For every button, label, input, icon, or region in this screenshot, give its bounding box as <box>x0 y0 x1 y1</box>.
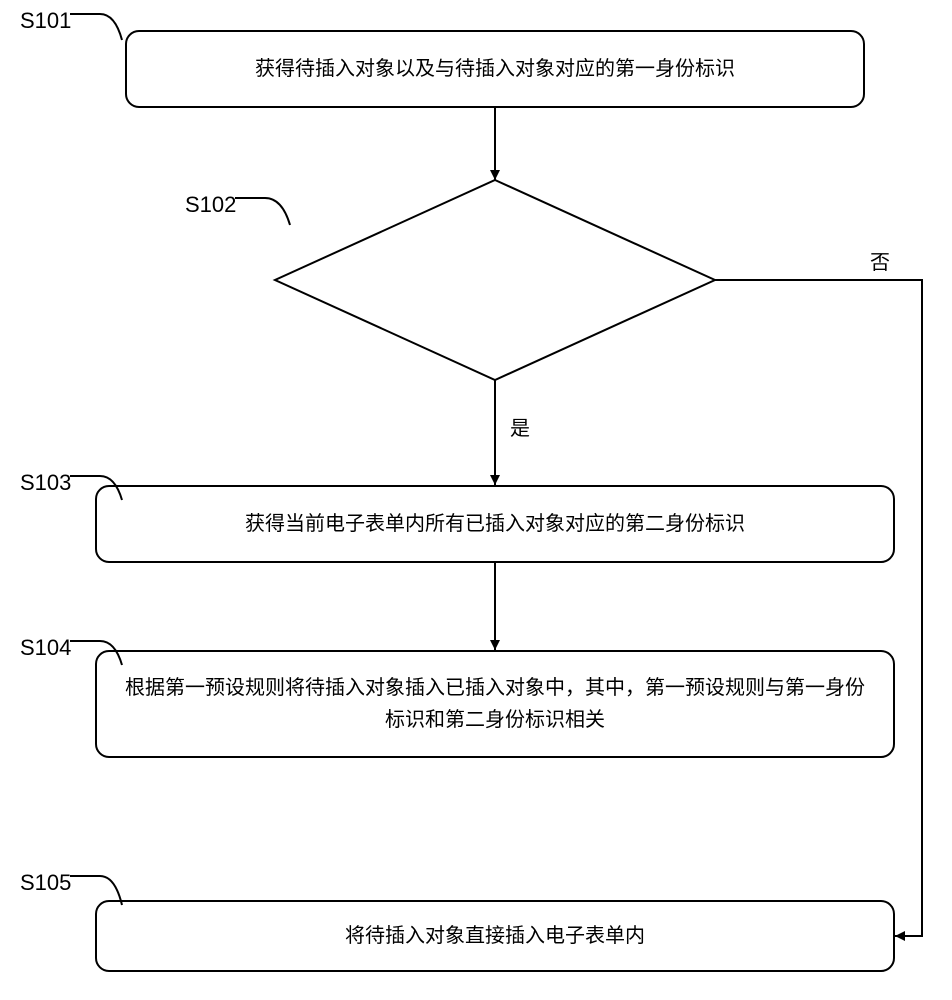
node-s101-text: 获得待插入对象以及与待插入对象对应的第一身份标识 <box>255 53 735 85</box>
step-label-s102: S102 <box>185 192 236 218</box>
node-s101: 获得待插入对象以及与待插入对象对应的第一身份标识 <box>125 30 865 108</box>
edge-label-no: 否 <box>870 246 890 275</box>
edge-s102-s105-no <box>715 280 922 936</box>
node-s104-text: 根据第一预设规则将待插入对象插入已插入对象中，其中，第一预设规则与第一身份标识和… <box>117 672 873 736</box>
step-label-s103: S103 <box>20 470 71 496</box>
leader-s102 <box>235 198 290 225</box>
node-s105-text: 将待插入对象直接插入电子表单内 <box>345 920 645 952</box>
node-s103: 获得当前电子表单内所有已插入对象对应的第二身份标识 <box>95 485 895 563</box>
node-s104: 根据第一预设规则将待插入对象插入已插入对象中，其中，第一预设规则与第一身份标识和… <box>95 650 895 758</box>
node-s105: 将待插入对象直接插入电子表单内 <box>95 900 895 972</box>
node-s102-line1: 判断当前电子表单内是否包含 <box>330 245 660 277</box>
edge-label-yes: 是 <box>510 412 530 441</box>
node-s103-text: 获得当前电子表单内所有已插入对象对应的第二身份标识 <box>245 508 745 540</box>
step-label-s101: S101 <box>20 8 71 34</box>
node-s102-line2: 已插入对象 <box>330 277 660 309</box>
leader-s101 <box>70 14 122 40</box>
step-label-s104: S104 <box>20 635 71 661</box>
step-label-s105: S105 <box>20 870 71 896</box>
node-s102-text-wrap: 判断当前电子表单内是否包含 已插入对象 <box>330 245 660 309</box>
